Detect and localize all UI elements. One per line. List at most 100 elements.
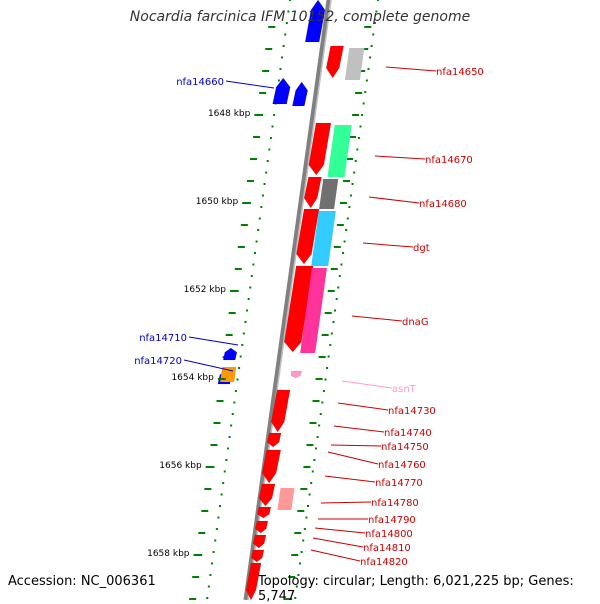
cog-box-pink [300, 268, 327, 353]
cog-box-cyan [311, 211, 336, 266]
gc-dot-left [241, 344, 244, 346]
gc-dot-right [338, 275, 341, 277]
gc-dot-right [340, 263, 343, 266]
gc-dot-left [268, 148, 271, 151]
leader-line [341, 380, 393, 389]
leader-line [312, 537, 364, 548]
gc-dot-right [327, 355, 330, 358]
gc-dot-left [279, 68, 282, 70]
cog-box-gray-light [344, 48, 365, 80]
genome-backbone [243, 0, 332, 600]
gc-dot-left [257, 229, 260, 231]
gc-dot-right [302, 539, 305, 542]
gc-dot-left [238, 367, 241, 369]
gc-dot-left [226, 447, 229, 450]
scale-label: 1654 kbp [171, 373, 214, 383]
gc-dot-right [365, 79, 368, 82]
gc-dot-track [206, 0, 379, 599]
gene-label: nfa14670 [425, 155, 473, 166]
gc-dot-left [236, 378, 239, 381]
gc-dot-right [362, 102, 365, 105]
gc-dot-right [361, 114, 364, 116]
gc-dot-left [287, 10, 290, 13]
gene-label: nfa14730 [388, 406, 436, 417]
leader-line [183, 359, 234, 372]
gene-label: nfa14680 [419, 199, 467, 210]
leader-line [368, 196, 420, 204]
gene-dgt [296, 208, 320, 265]
gc-dot-right [307, 505, 310, 507]
gc-dot-left [228, 436, 231, 438]
gc-dot-left [263, 183, 266, 185]
leader-line [374, 155, 426, 160]
gc-dot-right [345, 229, 348, 231]
gc-dot-left [209, 574, 212, 576]
gene-label: nfa14720 [134, 356, 182, 367]
gene-nfa14810 [252, 534, 267, 549]
gc-dot-right [300, 551, 303, 553]
gene-label: nfa14740 [384, 428, 432, 439]
gene-nfa14800 [254, 520, 269, 534]
gc-dot-left [220, 493, 223, 496]
gc-dot-right [348, 206, 351, 208]
gene-nfa14650 [325, 45, 344, 79]
gc-dot-right [354, 160, 357, 162]
cog-box-gray-dark [319, 179, 339, 209]
gc-dot-left [250, 275, 253, 277]
gc-dot-left [233, 401, 236, 404]
gene-dnaG [284, 265, 314, 353]
gc-dot-right [314, 447, 317, 450]
gene-nfa14670 [308, 122, 332, 176]
gc-dot-left [265, 171, 268, 174]
gc-dot-left [242, 332, 245, 335]
gc-dot-right [324, 378, 327, 381]
gc-dot-right [335, 298, 338, 300]
gc-dot-right [359, 125, 362, 128]
gc-dot-right [329, 344, 332, 346]
gc-dot-left [273, 114, 276, 116]
gc-dot-left [225, 459, 228, 461]
leader-line [188, 336, 239, 346]
gc-dot-right [294, 597, 297, 599]
leader-line [324, 475, 376, 483]
gc-dot-right [364, 91, 367, 93]
gc-dot-right [313, 459, 316, 461]
gene-label: nfa14790 [368, 515, 416, 526]
gc-dot-right [303, 528, 306, 530]
gene-label: nfa14650 [436, 67, 484, 78]
accession-text: Accession: NC_006361 [8, 574, 156, 589]
gc-dot-left [231, 413, 234, 415]
gc-dot-right [318, 424, 321, 427]
gene-label: dgt [413, 243, 430, 254]
gene-label: dnaG [402, 317, 429, 328]
gc-dot-left [289, 0, 291, 1]
gene-top-minus [304, 0, 326, 43]
gc-dot-left [206, 597, 209, 599]
gc-dot-right [372, 33, 375, 36]
leader-line [333, 425, 385, 433]
gc-dot-right [351, 183, 354, 185]
gc-dot-left [215, 528, 218, 530]
gc-dot-right [346, 217, 349, 220]
leader-line [225, 80, 275, 89]
leader-line [385, 66, 437, 72]
gc-dot-left [269, 137, 272, 139]
gc-dot-right [370, 45, 373, 47]
leader-line [362, 242, 414, 248]
scale-label: 1658 kbp [147, 549, 190, 559]
gc-dot-right [369, 56, 372, 59]
gene-label: nfa14660 [176, 77, 224, 88]
leader-line [320, 501, 372, 504]
gc-dot-right [353, 171, 356, 174]
gc-dot-left [282, 45, 285, 47]
gc-dot-right [310, 482, 313, 484]
gc-dot-right [299, 562, 302, 565]
gc-dot-left [258, 217, 261, 220]
cog-box-salmon [277, 488, 295, 510]
gc-dot-left [285, 22, 288, 24]
gc-dot-right [319, 413, 322, 415]
gene-label: nfa14780 [371, 498, 419, 509]
gc-dot-left [254, 252, 257, 254]
gc-dot-right [375, 10, 378, 13]
gc-dot-left [207, 585, 210, 588]
